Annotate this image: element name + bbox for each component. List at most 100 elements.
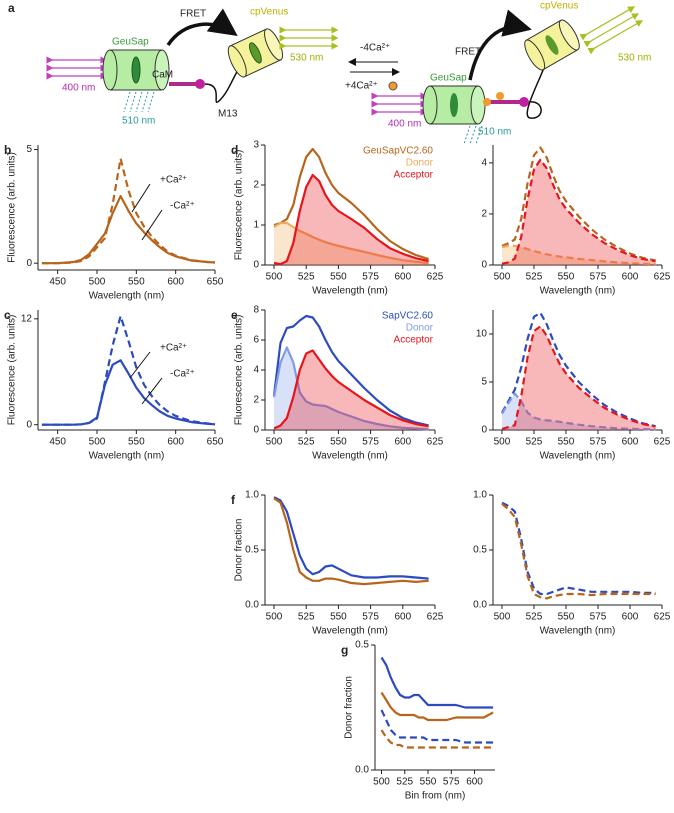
chart: 0 2 4 6 8 500 525 550 575 600 625 Wavelength (nm) Fl…	[231, 305, 444, 462]
peptide-label: M13	[218, 109, 238, 120]
x-tick-label: 650	[207, 277, 224, 288]
y-axis-label: Donor fraction	[344, 676, 355, 739]
panel-label: e	[231, 308, 238, 322]
y-axis-label: Fluorescence (arb. units)	[7, 315, 18, 426]
x-tick-label: 575	[362, 612, 379, 623]
legend-entry: Donor	[406, 323, 434, 334]
line	[380, 691, 494, 722]
y-tick-label: 0.5	[245, 545, 259, 556]
y-tick-label: 0	[253, 425, 259, 436]
panel-label: f	[231, 493, 236, 507]
excitation-arrows	[46, 56, 108, 80]
m13-bead	[519, 97, 529, 107]
panel-label: b	[4, 143, 11, 157]
y-tick-label: 0	[481, 425, 487, 436]
area	[502, 393, 656, 430]
area	[502, 245, 656, 265]
line	[272, 314, 429, 427]
calcium-icon	[388, 81, 398, 91]
chromophore	[450, 93, 458, 117]
fret-arrow	[468, 9, 532, 81]
chart: 0 2 4 500 525 550 575 600 625 Wavelength (nm)	[481, 145, 671, 297]
linker-curve	[204, 69, 239, 103]
line	[273, 147, 429, 261]
y-tick-label: 0	[26, 419, 32, 430]
annotation: -Ca²⁺	[170, 369, 195, 380]
x-tick-label: 600	[167, 277, 184, 288]
panel-label: g	[341, 643, 348, 657]
line	[273, 221, 429, 265]
y-tick-label: 2	[481, 209, 487, 220]
y-tick-label: 1.0	[245, 490, 259, 501]
chart: 0.0 0.5 1.0 500 525 550 575 600 625 Wavelength (n…	[231, 490, 444, 637]
donor-cap	[154, 49, 170, 91]
x-tick-label: 600	[622, 272, 639, 283]
y-tick-label: 1.0	[473, 490, 487, 501]
y-tick-label: 0.0	[355, 765, 369, 776]
chart: 0 5 10 500 525 550 575 600 625 Wavelength (nm)	[476, 310, 671, 462]
donor-cap	[102, 49, 118, 91]
y-axis-label: Fluorescence (arb. units)	[234, 150, 245, 261]
x-tick-label: 600	[394, 272, 411, 283]
y-tick-label: 0.0	[245, 600, 259, 611]
line	[380, 729, 494, 749]
x-tick-label: 525	[396, 777, 413, 788]
x-tick-label: 500	[89, 277, 106, 288]
acceptor-emission-label: 530 nm	[618, 53, 651, 64]
line	[41, 315, 216, 426]
y-tick-label: 4	[253, 365, 259, 376]
panel-a: a 400 nm GeuSap 510 nm CaM M13 FRET cpVe…	[8, 1, 651, 145]
release-label: -4Ca²⁺	[360, 43, 390, 54]
y-tick-label: 6	[253, 335, 259, 346]
line	[273, 496, 429, 580]
area	[274, 350, 429, 430]
line	[501, 146, 656, 262]
x-tick-label: 500	[494, 437, 511, 448]
x-tick-label: 575	[590, 437, 607, 448]
acceptor-label: cpVenus	[540, 1, 578, 12]
bind-label: +4Ca²⁺	[345, 81, 378, 92]
acceptor-cylinder	[227, 28, 284, 78]
area	[502, 159, 656, 265]
y-tick-label: 2	[253, 180, 259, 191]
x-tick-label: 600	[394, 437, 411, 448]
y-axis-label: Fluorescence (arb. units)	[234, 315, 245, 426]
x-tick-label: 600	[394, 612, 411, 623]
x-tick-label: 525	[526, 272, 543, 283]
x-tick-label: 450	[49, 437, 66, 448]
chart: 0 5 450 500 550 600 650 Wavelength (nm) Fluoresc…	[4, 143, 224, 301]
chart: 0 1 2 3 500 525 550 575 600 625 Wavelength (nm) Flu…	[231, 140, 444, 297]
x-tick-label: 550	[558, 437, 575, 448]
acceptor-cylinder	[524, 19, 580, 71]
x-tick-label: 500	[266, 272, 283, 283]
x-tick-label: 575	[590, 612, 607, 623]
annotation: +Ca²⁺	[160, 175, 187, 186]
x-tick-label: 500	[266, 437, 283, 448]
acceptor-label: cpVenus	[250, 7, 288, 18]
x-tick-label: 625	[427, 437, 444, 448]
y-tick-label: 3	[253, 140, 259, 151]
legend-entry: SapVC2.60	[382, 311, 434, 322]
calcium-icon	[483, 98, 491, 106]
panel-label: a	[8, 1, 15, 15]
acceptor-emission-label: 530 nm	[290, 53, 323, 64]
x-tick-label: 550	[420, 777, 437, 788]
x-axis-label: Wavelength (nm)	[312, 286, 388, 297]
y-tick-label: 5	[481, 377, 487, 388]
x-tick-label: 525	[298, 437, 315, 448]
x-tick-label: 550	[128, 437, 145, 448]
y-tick-label: 0.0	[473, 600, 487, 611]
linker-label: CaM	[152, 70, 173, 81]
line	[501, 501, 656, 596]
area	[502, 326, 656, 430]
y-tick-label: 0	[253, 260, 259, 271]
area	[274, 223, 429, 265]
x-axis-label: Wavelength (nm)	[540, 451, 616, 462]
acceptor-emission	[579, 6, 644, 55]
annotation: -Ca²⁺	[170, 201, 195, 212]
x-tick-label: 500	[89, 437, 106, 448]
donor-cap	[470, 85, 486, 125]
donor-label: GeuSap	[430, 73, 467, 84]
x-tick-label: 525	[526, 437, 543, 448]
x-tick-label: 625	[654, 612, 671, 623]
